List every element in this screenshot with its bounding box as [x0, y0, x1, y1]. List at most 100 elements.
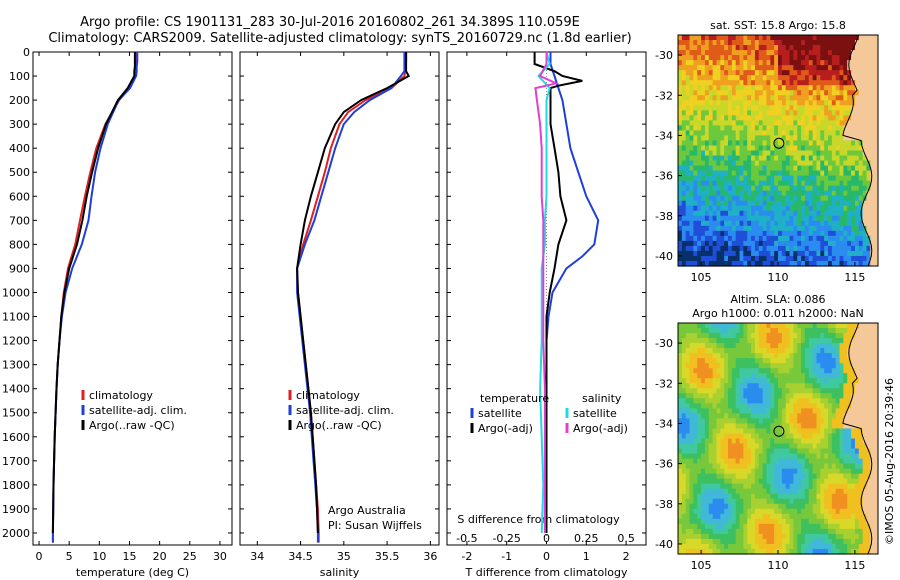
map-cell — [843, 115, 848, 121]
map-cell — [701, 508, 706, 515]
map-cell — [808, 220, 814, 227]
map-cell — [862, 528, 868, 535]
map-cell — [704, 443, 710, 450]
map-cell — [770, 210, 775, 217]
map-cell — [874, 508, 879, 515]
map-cell — [720, 105, 725, 111]
map-cell — [751, 115, 756, 121]
map-cell — [697, 423, 702, 430]
map-cell — [789, 423, 794, 430]
header-line1: Argo profile: CS 1901131_283 30-Jul-2016… — [80, 15, 580, 30]
map-cell — [739, 398, 744, 404]
map-cell — [801, 60, 806, 66]
map-cell — [874, 105, 879, 111]
map-cell — [712, 413, 718, 420]
map-cell — [858, 50, 864, 56]
map-cell — [828, 60, 833, 66]
map-cell — [689, 70, 694, 76]
map-cell — [866, 135, 871, 142]
map-cell — [708, 65, 714, 71]
map-cell — [804, 488, 810, 495]
map-title: sat. SST: 15.8 Argo: 15.8 — [710, 19, 846, 32]
map-cell — [797, 60, 802, 66]
map-cell — [843, 498, 848, 505]
map-cell — [724, 50, 729, 56]
map-cell — [716, 323, 721, 329]
map-cell — [708, 343, 714, 349]
map-cell — [731, 115, 737, 121]
map-cell — [704, 408, 710, 414]
map-cell — [766, 463, 771, 470]
map-cell — [824, 195, 829, 202]
map-cell — [728, 170, 733, 177]
map-cell — [766, 418, 771, 425]
map-cell — [681, 333, 687, 339]
legend-label: satellite-adj. clim. — [296, 404, 394, 417]
map-cell — [751, 453, 756, 460]
map-cell — [816, 205, 821, 212]
map-cell — [751, 343, 756, 349]
map-cell — [728, 328, 733, 334]
map-cell — [678, 328, 683, 334]
map-cell — [797, 90, 802, 96]
map-cell — [839, 165, 844, 172]
map-cell — [778, 40, 783, 46]
map-cell — [843, 488, 848, 495]
map-cell — [804, 403, 810, 409]
map-cell — [847, 215, 852, 222]
map-cell — [820, 333, 825, 339]
map-cell — [774, 358, 779, 364]
map-cell — [716, 205, 721, 212]
map-cell — [858, 368, 864, 374]
map-cell — [831, 125, 837, 132]
map-cell — [774, 368, 779, 374]
map-cell — [801, 358, 806, 364]
map-cell — [851, 40, 856, 46]
map-cell — [778, 225, 783, 232]
map-cell — [781, 498, 787, 505]
map-cell — [689, 230, 694, 237]
map-cell — [701, 373, 706, 379]
map-cell — [704, 363, 710, 369]
map-cell — [804, 368, 810, 374]
map-cell — [785, 378, 791, 384]
map-cell — [708, 383, 714, 389]
map-cell — [708, 230, 714, 237]
map-cell — [820, 190, 825, 197]
map-cell — [697, 260, 702, 267]
map-cell — [804, 40, 810, 46]
map-cell — [785, 140, 791, 147]
map-cell — [704, 250, 710, 257]
map-cell — [793, 105, 798, 111]
map-cell — [762, 170, 768, 177]
map-cell — [774, 478, 779, 485]
map-cell — [724, 200, 729, 207]
map-cell — [681, 538, 687, 545]
map-cell — [758, 50, 764, 56]
map-cell — [731, 100, 737, 106]
map-cell — [758, 448, 764, 455]
map-cell — [712, 145, 718, 152]
map-cell — [778, 245, 783, 252]
map-cell — [862, 388, 868, 394]
map-cell — [720, 358, 725, 364]
map-cell — [808, 120, 814, 126]
map-cell — [847, 463, 852, 470]
map-cell — [839, 255, 844, 262]
map-cell — [785, 368, 791, 374]
x-tick-label: 34.5 — [288, 550, 313, 563]
map-cell — [804, 543, 810, 550]
map-cell — [724, 245, 729, 252]
map-cell — [820, 508, 825, 515]
map-cell — [874, 503, 879, 510]
map-cell — [701, 533, 706, 540]
map-cell — [801, 478, 806, 485]
map-cell — [778, 353, 783, 359]
map-cell — [728, 393, 733, 399]
map-cell — [716, 458, 721, 465]
map-cell — [812, 195, 818, 202]
map-cell — [808, 145, 814, 152]
map-cell — [808, 338, 814, 344]
map-cell — [816, 458, 821, 465]
map-cell — [866, 513, 871, 520]
